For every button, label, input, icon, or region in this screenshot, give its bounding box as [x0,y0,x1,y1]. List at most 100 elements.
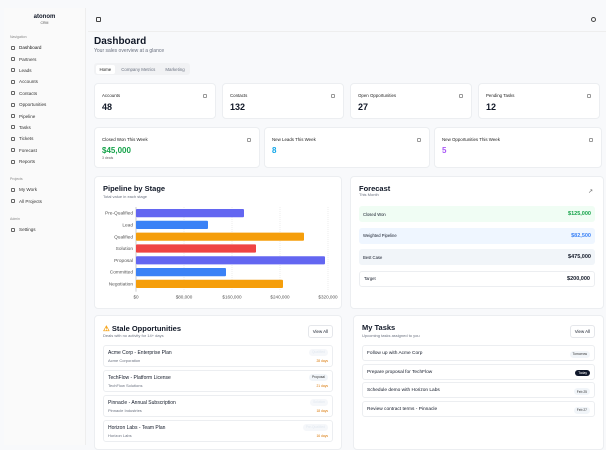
sidebar-item-opportunities[interactable]: Opportunities [4,99,85,110]
opportunity-company: Acme Corporation [108,358,141,363]
sidebar-item-label: Settings [19,227,36,233]
forecast-subtitle: This Month [359,192,379,197]
opportunity-company: TechFlow Solutions [108,383,143,388]
stale-opportunity-item[interactable]: Horizon Labs - Team Plan Horizon Labs Pre-… [103,420,333,442]
stat-card-open-opportunities: Open Opportunities 27 [350,83,472,119]
page-subtitle: Your sales overview at a glance [94,48,165,54]
sidebar-item-forecast[interactable]: Forecast [4,145,85,156]
x-tick-label: $240,000 [270,295,290,300]
forecast-value: $82,500 [571,232,591,239]
task-item[interactable]: Schedule demo with Horizon Labs Feb 25 [362,382,595,399]
forecast-row-best-case: Best Case $475,000 [359,249,595,265]
bar-proposal [136,256,325,265]
forecast-row-closed-won: Closed Won $125,000 [359,206,595,222]
stale-opportunity-item[interactable]: Acme Corp - Enterprise Plan Acme Corporat… [103,345,333,367]
weekly-sub: 3 deals [102,156,114,160]
task-name: Schedule demo with Horizon Labs [367,388,440,394]
stat-card-contacts: Contacts 132 [222,83,344,119]
sidebar-item-tickets[interactable]: Tickets [4,133,85,144]
stale-days: 28 days [316,359,328,363]
dashboard-icon [11,45,15,50]
sidebar-item-dashboard[interactable]: Dashboard [4,42,85,53]
bar-lead [136,220,208,229]
x-tick-label: $160,000 [222,295,242,300]
pipeline-chart: $0 $80,000 $160,000 $240,000 $320,000 Pre-Qua… [105,207,338,300]
tasks-view-all-button[interactable]: View All [569,325,595,338]
tab-company-metrics[interactable]: Company Metrics [121,67,156,72]
y-tick-label: Committed [110,270,134,276]
nav-section-label: Admin [10,217,20,222]
sidebar-item-my-work[interactable]: My Work [4,184,85,195]
stale-opportunity-item[interactable]: Pinnacle - Annual Subscription Pinnacle I… [103,395,333,417]
task-item[interactable]: Review contract terms - Pinnacle Feb 27 [362,401,595,418]
leads-icon [11,68,15,73]
task-item[interactable]: Follow up with Acme Corp Tomorrow [362,345,595,361]
forecast-title: Forecast [359,184,391,193]
tasks-subtitle: Upcoming tasks assigned to you [362,333,420,338]
weekly-card-new-leads-this-week: New Leads This Week 8 [264,127,430,168]
stat-card-pending-tasks: Pending Tasks 12 [478,83,600,119]
stat-card-accounts: Accounts 48 [94,83,216,119]
sidebar-item-partners[interactable]: Partners [4,53,85,64]
stat-value: 48 [102,102,113,112]
opportunities-icon [11,102,15,107]
stat-label: Open Opportunities [358,93,397,98]
due-badge: Tomorrow [569,351,590,358]
bar-committed [136,268,226,277]
y-tick-label: Solution [116,246,134,252]
due-badge: Today [575,369,590,377]
tasks-title: My Tasks [362,323,396,332]
clipboard-icon [587,94,591,98]
theme-toggle-icon[interactable] [591,17,596,22]
my-tasks-card: My Tasks Upcoming tasks assigned to you … [353,315,604,450]
forecast-label: Target [364,276,376,281]
accounts-icon [11,79,15,84]
users-icon [331,94,335,98]
sidebar-item-reports[interactable]: Reports [4,156,85,167]
trending-up-icon: ↗ [587,189,593,195]
sidebar-item-tasks[interactable]: Tasks [4,122,85,133]
my-work-icon [11,187,15,192]
weekly-value: 8 [272,146,277,155]
sidebar-item-label: My Work [19,187,38,193]
reports-icon [11,159,15,164]
stat-label: Contacts [230,93,248,98]
sidebar-item-label: Tasks [19,124,31,130]
forecast-row-weighted-pipeline: Weighted Pipeline $82,500 [359,227,595,244]
sidebar-item-label: Contacts [19,90,38,96]
target-icon [459,94,463,98]
tab-home[interactable]: Home [95,64,116,74]
bar-negotiation [136,279,283,288]
weekly-card-closed-won-this-week: Closed Won This Week $45,000 3 deals [94,127,260,168]
task-item[interactable]: Prepare proposal for TechFlow Today [362,363,595,380]
due-badge: Feb 25 [573,388,590,395]
sidebar-item-accounts[interactable]: Accounts [4,76,85,87]
tasks-icon [11,125,15,130]
stage-badge: Pre-Qualified [302,424,328,431]
sidebar-item-all-projects[interactable]: All Projects [4,196,85,207]
x-tick-label: $320,000 [318,295,338,300]
tab-marketing[interactable]: Marketing [165,67,185,72]
sidebar-item-label: Pipeline [19,113,36,119]
sidebar-item-pipeline[interactable]: Pipeline [4,110,85,121]
sidebar-item-contacts[interactable]: Contacts [4,88,85,99]
stale-opportunity-item[interactable]: TechFlow - Platform License TechFlow Solu… [103,370,333,392]
stage-badge: Solution [310,399,328,406]
bar-pre-qualified [136,209,244,218]
y-tick-label: Qualified [114,234,133,240]
task-name: Follow up with Acme Corp [367,351,423,356]
sidebar-item-label: Partners [19,56,37,62]
sidebar-item-label: All Projects [19,198,42,204]
weekly-label: New Opportunities This Week [442,137,500,142]
sidebar-item-leads[interactable]: Leads [4,65,85,76]
y-tick-label: Pre-Qualified [105,211,133,217]
sidebar-item-settings[interactable]: Settings [4,224,85,235]
tab-bar: Home Company Metrics Marketing [94,63,191,75]
sidebar-toggle-icon[interactable] [96,17,101,22]
logo[interactable]: atonom CRM [33,14,56,25]
weekly-icon [247,138,251,142]
stat-value: 132 [230,102,246,112]
forecast-label: Best Case [363,254,383,260]
stale-view-all-button[interactable]: View All [307,325,333,338]
opportunity-company: Pinnacle Industries [108,408,142,413]
